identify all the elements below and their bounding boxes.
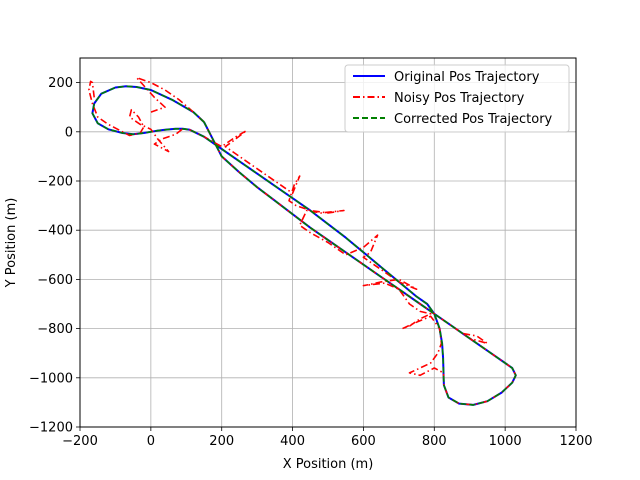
y-tick-label: −1200 bbox=[29, 421, 73, 436]
y-tick-label: 0 bbox=[65, 125, 73, 140]
x-tick-label: 0 bbox=[147, 434, 155, 449]
x-axis-ticks: −200 0 200 400 600 800 1000 1200 bbox=[62, 427, 593, 449]
x-tick-label: 600 bbox=[351, 434, 376, 449]
series-layer bbox=[88, 76, 517, 406]
y-tick-label: 200 bbox=[48, 76, 73, 91]
x-tick-label: 200 bbox=[209, 434, 234, 449]
legend-label-corrected: Corrected Pos Trajectory bbox=[394, 112, 553, 127]
x-tick-label: −200 bbox=[62, 434, 98, 449]
noisy-trajectory-line bbox=[88, 76, 517, 406]
plot-frame bbox=[79, 57, 577, 428]
legend-box bbox=[344, 64, 570, 133]
x-tick-label: 1200 bbox=[559, 434, 592, 449]
y-tick-label: −200 bbox=[37, 175, 73, 190]
x-tick-label: 800 bbox=[422, 434, 447, 449]
legend-label-original: Original Pos Trajectory bbox=[394, 70, 540, 85]
legend-label-noisy: Noisy Pos Trajectory bbox=[394, 91, 525, 106]
y-tick-label: −600 bbox=[37, 273, 73, 288]
x-tick-label: 1000 bbox=[489, 434, 522, 449]
x-axis-label: X Position (m) bbox=[283, 457, 374, 472]
y-tick-label: −1000 bbox=[29, 371, 73, 386]
y-axis-label: Y Position (m) bbox=[4, 198, 19, 289]
x-tick-label: 400 bbox=[280, 434, 305, 449]
y-tick-label: −400 bbox=[37, 224, 73, 239]
corrected-trajectory-line bbox=[91, 85, 517, 406]
y-axis-ticks: 200 0 −200 −400 −600 −800 −1000 −1200 bbox=[29, 76, 80, 436]
legend: Original Pos Trajectory Noisy Pos Trajec… bbox=[344, 64, 570, 133]
y-tick-label: −800 bbox=[37, 322, 73, 337]
